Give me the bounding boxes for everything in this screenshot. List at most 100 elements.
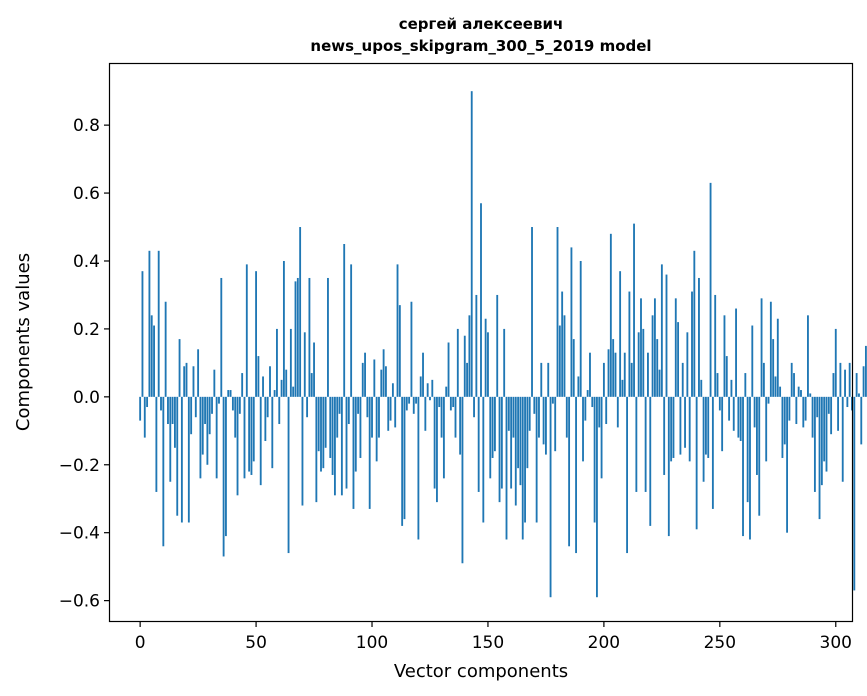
bar (614, 352, 617, 397)
bar (345, 396, 348, 489)
bar (788, 396, 791, 421)
bar (533, 396, 536, 414)
bar (143, 396, 146, 438)
bar (642, 328, 645, 397)
bar (800, 390, 802, 397)
bar (313, 342, 315, 397)
bar (735, 308, 737, 397)
bar (681, 362, 684, 397)
bar (185, 362, 188, 397)
bar (758, 396, 761, 516)
bar (364, 352, 366, 397)
bar (804, 396, 807, 421)
bar (809, 393, 812, 397)
bar (774, 376, 777, 397)
bar (320, 396, 322, 472)
bar (454, 396, 457, 438)
bar (496, 294, 499, 397)
bar (640, 298, 642, 397)
bar (500, 396, 503, 489)
bar (521, 396, 524, 540)
bar (503, 328, 506, 397)
bar (394, 396, 397, 428)
bar (811, 396, 814, 438)
bar (514, 396, 517, 506)
bar (211, 396, 213, 414)
bar (187, 396, 190, 523)
bar (322, 396, 325, 469)
bar (222, 396, 225, 557)
bar (315, 396, 318, 503)
bar (250, 396, 253, 475)
bar (591, 396, 594, 408)
y-tick-label: 0.2 (73, 320, 100, 340)
bar (607, 349, 610, 397)
bar (408, 396, 411, 404)
x-tick-label: 300 (820, 633, 852, 653)
bar (626, 396, 628, 554)
bar (350, 264, 353, 397)
bar (538, 396, 540, 438)
bar (192, 366, 195, 397)
bar (301, 396, 304, 506)
bar (756, 396, 758, 475)
bar (366, 396, 369, 418)
bar (473, 396, 475, 418)
bar (844, 369, 846, 397)
bar (347, 396, 350, 425)
bar (711, 396, 714, 509)
x-tick-label: 150 (472, 633, 504, 653)
bar (628, 291, 631, 397)
bar (793, 373, 795, 397)
bar (424, 396, 427, 431)
bar (695, 396, 698, 530)
bar (598, 396, 601, 428)
bar (475, 294, 478, 397)
bar (331, 396, 334, 475)
bar (684, 396, 686, 448)
bar (280, 379, 283, 397)
bar (674, 298, 677, 397)
bar (709, 182, 712, 397)
bar (853, 396, 856, 591)
bar (505, 396, 508, 540)
bar (206, 396, 209, 465)
bar (570, 247, 573, 397)
bar (554, 396, 557, 452)
bar (568, 396, 571, 547)
bar (442, 396, 445, 479)
y-tick-label: 0.0 (73, 388, 100, 408)
bar (155, 396, 158, 492)
bar (593, 396, 596, 523)
bar (848, 362, 851, 397)
bar (489, 396, 492, 479)
bar (563, 315, 566, 397)
bar (767, 396, 770, 404)
bar (160, 396, 162, 411)
bar (487, 332, 489, 397)
chart-title-line1: сергей алексеевич (399, 15, 564, 33)
bar (343, 244, 346, 397)
bar (612, 339, 615, 397)
bar (157, 250, 160, 397)
bar (357, 396, 360, 414)
bar (644, 396, 647, 492)
bar (679, 396, 682, 455)
bar (672, 396, 675, 458)
bar (790, 362, 793, 397)
bar (839, 362, 842, 397)
bar (649, 396, 652, 526)
bar (823, 396, 826, 462)
bar (308, 277, 311, 397)
bar (259, 396, 262, 486)
bar (556, 227, 559, 397)
bar (825, 396, 828, 472)
bar (795, 396, 798, 425)
bar (707, 396, 710, 458)
bar (225, 396, 227, 537)
bar (227, 390, 230, 397)
bar (524, 396, 526, 523)
bar (714, 294, 717, 397)
bar (180, 396, 183, 523)
bar (665, 274, 668, 397)
